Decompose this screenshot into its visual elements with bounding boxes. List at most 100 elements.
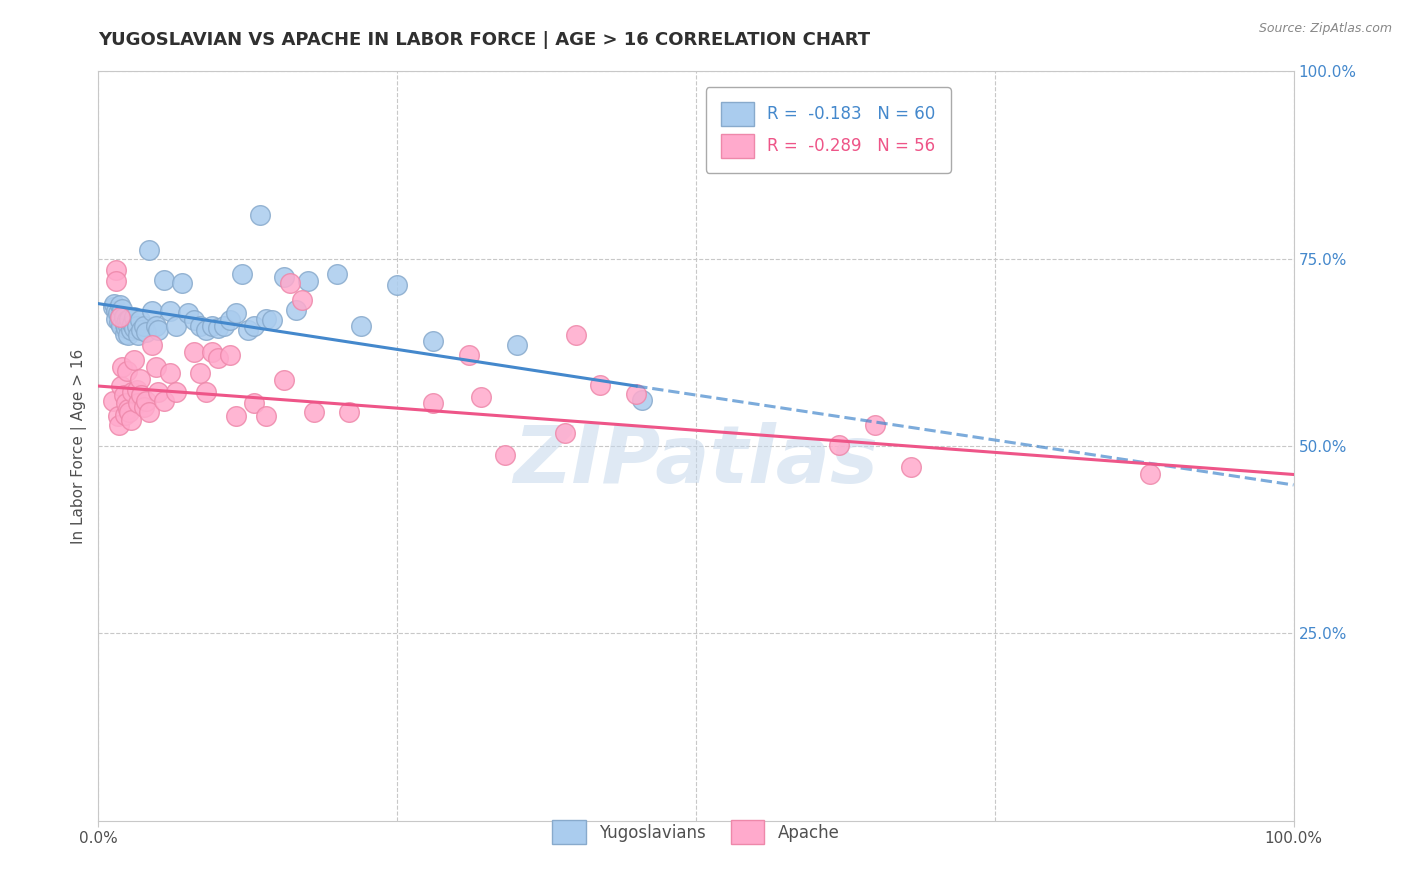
Point (212, 319, 235, 334)
Point (422, 395, 444, 409)
Point (103, 296, 125, 310)
Point (115, 320, 138, 334)
Point (254, 311, 277, 326)
Point (105, 274, 128, 288)
Text: Source: ZipAtlas.com: Source: ZipAtlas.com (1258, 22, 1392, 36)
Point (225, 409, 247, 423)
Y-axis label: In Labor Force | Age > 16: In Labor Force | Age > 16 (72, 349, 87, 543)
Point (117, 328, 139, 343)
Point (207, 351, 229, 365)
Point (201, 319, 224, 334)
Point (828, 437, 851, 451)
Point (177, 305, 200, 319)
Point (254, 409, 277, 423)
Point (350, 319, 373, 334)
Point (188, 319, 211, 334)
Point (153, 273, 176, 287)
Point (195, 323, 218, 337)
Point (125, 383, 148, 397)
Point (273, 270, 295, 285)
Text: YUGOSLAVIAN VS APACHE IN LABOR FORCE | AGE > 16 CORRELATION CHART: YUGOSLAVIAN VS APACHE IN LABOR FORCE | A… (98, 31, 870, 49)
Point (900, 460, 922, 475)
Point (115, 313, 138, 327)
Point (132, 319, 155, 334)
Point (105, 311, 128, 326)
Point (108, 298, 131, 312)
Point (148, 323, 170, 337)
Point (131, 388, 153, 402)
Point (112, 310, 135, 325)
Point (110, 319, 132, 334)
Point (195, 385, 218, 400)
Point (422, 334, 444, 348)
Point (125, 319, 148, 334)
Point (108, 310, 131, 325)
Point (118, 311, 141, 326)
Point (121, 317, 143, 331)
Point (135, 325, 157, 339)
Point (145, 319, 167, 334)
Point (172, 276, 194, 290)
Point (326, 267, 349, 281)
Point (219, 313, 242, 327)
Point (129, 313, 152, 327)
Point (470, 390, 492, 404)
Point (225, 305, 247, 319)
Point (129, 371, 152, 385)
Point (107, 315, 129, 329)
Point (159, 304, 181, 318)
Point (114, 318, 136, 332)
Point (284, 302, 307, 317)
Point (138, 243, 160, 257)
Point (302, 405, 325, 419)
Point (159, 366, 181, 380)
Point (260, 313, 283, 327)
Point (135, 394, 157, 409)
Point (231, 267, 253, 281)
Point (117, 401, 139, 416)
Point (138, 405, 160, 419)
Point (165, 385, 187, 400)
Point (117, 319, 139, 334)
Point (339, 405, 361, 419)
Point (114, 408, 136, 422)
Point (243, 395, 266, 409)
Point (188, 366, 211, 380)
Point (1139, 467, 1161, 482)
Legend: Yugoslavians, Apache: Yugoslavians, Apache (538, 807, 853, 857)
Point (101, 394, 124, 409)
Point (114, 326, 136, 341)
Point (183, 313, 205, 327)
Point (148, 385, 170, 400)
Point (865, 417, 887, 432)
Point (458, 348, 481, 362)
Point (626, 386, 648, 401)
Point (105, 263, 128, 277)
Point (111, 360, 134, 375)
Point (131, 323, 153, 337)
Point (124, 310, 146, 325)
Point (219, 348, 242, 362)
Point (506, 338, 529, 352)
Point (115, 395, 138, 409)
Point (124, 352, 146, 367)
Point (141, 304, 163, 318)
Point (631, 392, 654, 407)
Point (101, 301, 124, 315)
Point (153, 394, 176, 409)
Point (297, 274, 319, 288)
Point (145, 360, 167, 375)
Point (107, 305, 129, 319)
Point (127, 395, 149, 409)
Point (273, 373, 295, 387)
Point (124, 320, 146, 334)
Point (110, 379, 132, 393)
Point (278, 276, 301, 290)
Point (243, 319, 266, 334)
Point (107, 409, 129, 423)
Point (120, 413, 142, 427)
Point (565, 328, 588, 343)
Point (132, 400, 155, 414)
Point (107, 417, 129, 432)
Point (165, 319, 187, 334)
